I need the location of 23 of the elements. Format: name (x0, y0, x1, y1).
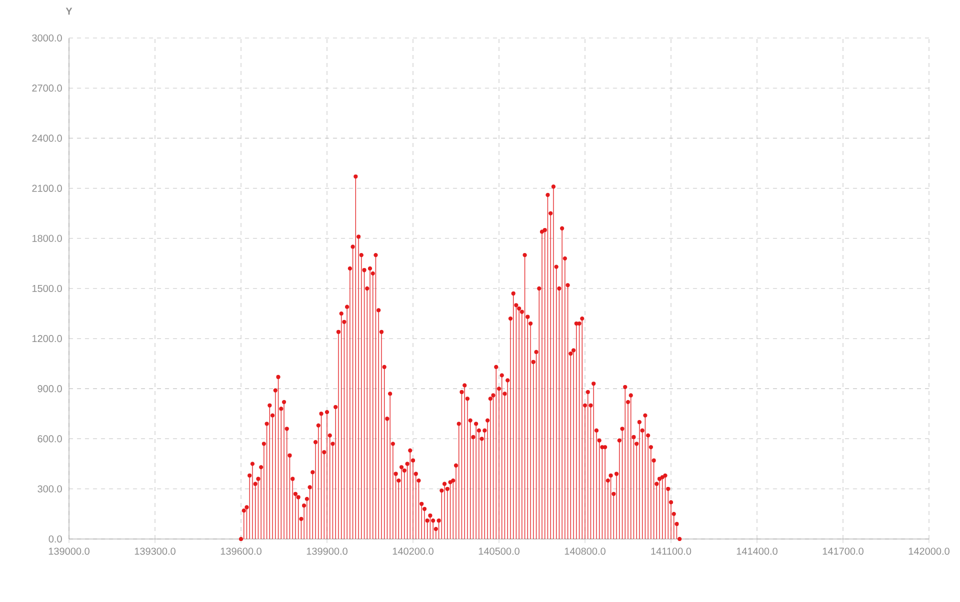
x-tick-label: 141400.0 (736, 548, 778, 555)
y-tick-label: 300.0 (38, 485, 62, 492)
x-tick-label: 139300.0 (134, 548, 176, 555)
y-tick-label: 0.0 (48, 535, 62, 543)
x-tick-label: 140200.0 (392, 548, 434, 555)
y-tick-label: 600.0 (38, 435, 62, 442)
y-tick-label: 2400.0 (32, 134, 62, 142)
x-tick-label: 142000.0 (908, 548, 950, 555)
y-tick-label: 3000.0 (32, 34, 62, 42)
x-tick-label: 139900.0 (306, 548, 348, 555)
y-tick-label: 1200.0 (32, 335, 62, 342)
y-axis-title: Y (66, 8, 72, 15)
x-tick-label: 140500.0 (478, 548, 520, 555)
y-tick-label: 900.0 (38, 385, 62, 392)
x-tick-label: 141700.0 (822, 548, 864, 555)
y-tick-label: 1500.0 (32, 284, 62, 292)
x-tick-label: 141100.0 (651, 548, 692, 555)
x-tick-label: 139600.0 (220, 548, 262, 555)
x-tick-label: 139000.0 (48, 548, 90, 555)
y-tick-label: 2100.0 (32, 184, 62, 192)
y-tick-label: 1800.0 (32, 234, 62, 242)
x-tick-label: 140800.0 (564, 548, 606, 555)
y-tick-label: 2700.0 (32, 84, 62, 92)
